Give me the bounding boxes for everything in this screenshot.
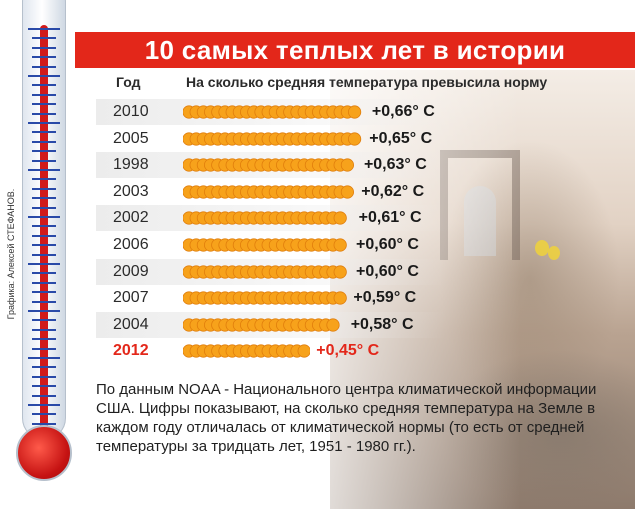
thermometer-tick [32,140,56,143]
thermometer-tick [32,375,56,378]
bar [183,318,340,332]
year-label: 2002 [113,209,149,227]
thermometer-tick [32,46,56,49]
thermometer-tick [32,234,56,237]
thermometer-tick [28,404,60,406]
footnote: По данным NOAA - Национального центра кл… [96,381,597,455]
thermometer-tick [28,310,60,312]
year-label: 2007 [113,289,149,307]
thermometer-tick [32,319,56,322]
thermometer-tick [32,422,56,425]
thermometer-tick [32,93,56,96]
thermometer-tick [32,103,56,106]
thermometer-tick [32,178,56,181]
value-column-header: На сколько средняя температура превысила… [186,74,548,90]
thermometer-bulb [16,425,72,481]
value-label: +0,58° C [350,315,414,333]
balloon-image [535,240,549,256]
thermometer-tick [28,28,60,30]
thermometer-tick [32,197,56,200]
thermometer-tick [32,187,56,190]
thermometer-tick [32,253,56,256]
bar [183,344,311,358]
year-label: 2006 [113,236,149,253]
thermometer-tick [32,328,56,331]
year-label: 2003 [113,182,149,200]
thermometer-tick [32,56,56,59]
thermometer-tick [32,300,56,303]
thermometer-tick [28,263,60,265]
thermometer-tick [28,75,60,77]
year-column-header: Год [116,74,141,90]
value-label: +0,61° C [358,209,422,227]
page-title: 10 самых теплых лет в истории [144,35,566,65]
value-label: +0,62° C [361,182,425,200]
thermometer-tick [32,150,56,153]
year-label: 2005 [113,129,149,147]
thermometer-tick [32,394,56,397]
value-label: +0,60° C [356,236,419,253]
thermometer-tick [32,65,56,68]
thermometer-tick [32,159,56,162]
thermometer-tick [28,122,60,124]
bar [183,185,354,199]
thermometer-tick [32,84,56,87]
bar [183,105,362,119]
thermometer-tick [32,385,56,388]
thermometer-tick [32,225,56,228]
thermometer-tick [32,338,56,341]
value-label: +0,66° C [371,103,435,120]
year-label: 2010 [113,103,149,120]
bar [183,238,347,252]
title-bar: 10 самых теплых лет в истории [75,32,635,68]
year-label: 1998 [113,156,149,174]
bar [183,264,347,279]
thermometer-tick [32,281,56,284]
thermometer-tick [32,347,56,350]
bar [183,211,347,225]
thermometer-tick [32,291,56,294]
bar [183,131,362,146]
thermometer-tick [32,244,56,247]
thermometer-tick [28,169,60,171]
value-label: +0,65° C [369,129,433,147]
bar [183,291,347,305]
value-label: +0,59° C [353,289,417,307]
thermometer-tick [32,206,56,209]
thermometer-icon [14,0,72,509]
thermometer-tick [32,366,56,369]
year-label: 2012 [113,342,149,360]
thermometer-tick [28,357,60,359]
thermometer-tick [32,413,56,416]
year-label: 2009 [113,262,149,280]
value-label: +0,60° C [356,262,419,280]
bar [183,158,354,172]
thermometer-tick [28,216,60,218]
balloon-image [548,246,560,260]
year-label: 2004 [113,315,149,333]
value-label: +0,63° C [363,156,427,174]
value-label: +0,45° C [316,342,380,360]
thermometer-tick [32,131,56,134]
thermometer-tick [32,272,56,275]
thermometer-tick [32,37,56,40]
thermometer-tick [32,112,56,115]
